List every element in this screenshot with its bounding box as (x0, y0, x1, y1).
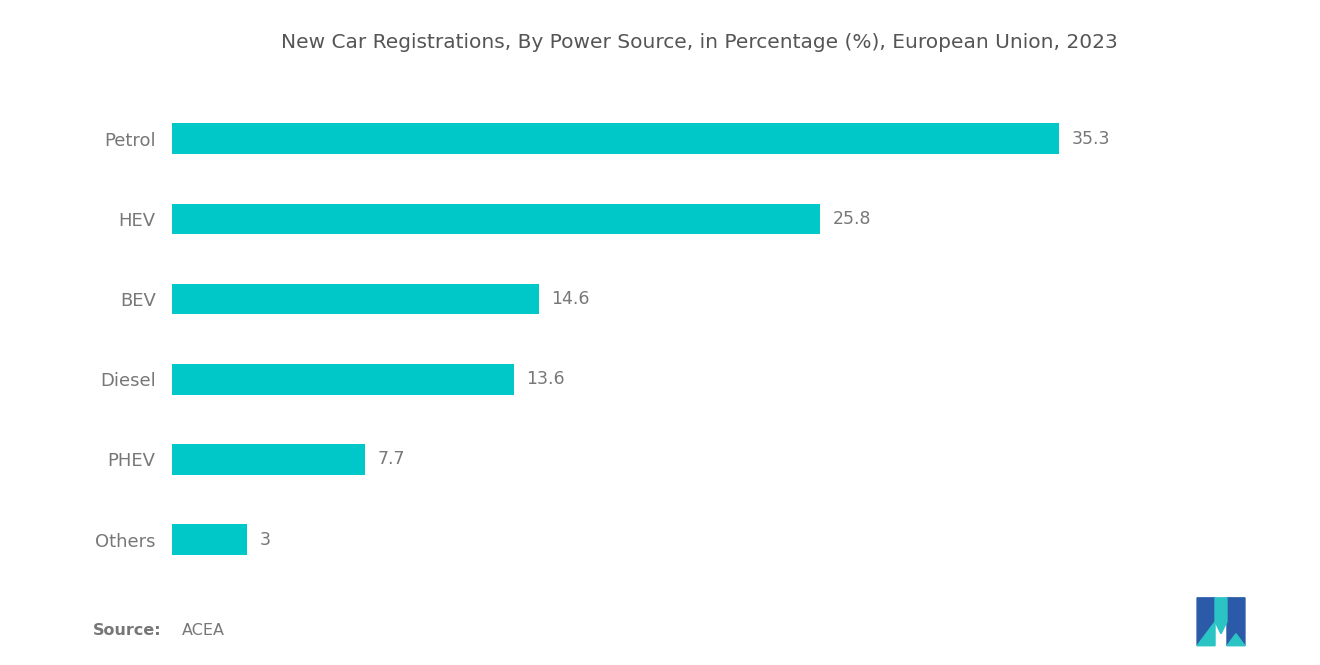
Bar (172, 525, 247, 555)
Title: New Car Registrations, By Power Source, in Percentage (%), European Union, 2023: New Car Registrations, By Power Source, … (281, 33, 1118, 52)
Text: Source:: Source: (92, 623, 161, 638)
Polygon shape (1214, 598, 1228, 634)
Text: 13.6: 13.6 (527, 370, 565, 388)
Text: 14.6: 14.6 (552, 290, 590, 308)
Text: 35.3: 35.3 (1072, 130, 1110, 148)
Polygon shape (1228, 598, 1245, 646)
Polygon shape (1197, 622, 1214, 646)
Bar (172, 444, 366, 475)
Bar (172, 284, 539, 315)
Text: 3: 3 (260, 531, 271, 549)
Bar (172, 123, 1059, 154)
Text: 7.7: 7.7 (378, 450, 405, 468)
Bar (172, 203, 820, 234)
Bar (172, 364, 513, 394)
Polygon shape (1197, 598, 1214, 646)
Text: 25.8: 25.8 (833, 210, 871, 228)
Text: ACEA: ACEA (182, 623, 226, 638)
Polygon shape (1228, 634, 1245, 646)
